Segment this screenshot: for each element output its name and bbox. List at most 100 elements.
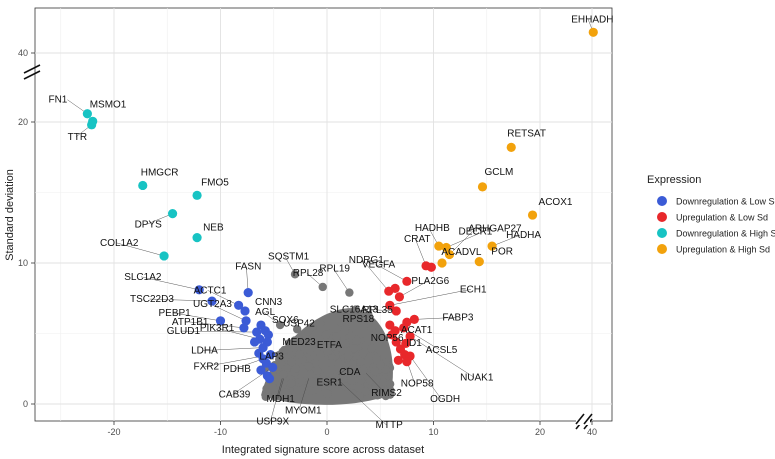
x-axis-label: Integrated signature score across datase… [222,444,424,456]
point-label-actc1: ACTC1 [194,285,227,296]
background-gene-cloud [260,308,395,405]
point-downregulation-high-sd-7 [159,251,169,261]
gene-cloud-point [280,345,289,355]
point-not-significant-14 [331,373,340,382]
point-upregulation-low-sd-20 [393,355,403,365]
point-label-fabp3: FABP3 [442,312,474,323]
point-label-ehhadh: EHHADH [571,14,613,25]
point-label-crat: CRAT [404,234,430,245]
point-downregulation-high-sd-6 [192,233,202,243]
point-upregulation-low-sd-6 [385,300,395,310]
point-not-significant-11 [327,358,336,368]
point-label-mttp: MTTP [376,420,404,431]
gene-cloud-point [323,347,332,356]
gene-cloud-point [385,379,395,389]
point-not-significant-12 [348,360,357,369]
gene-cloud-point [361,387,370,396]
point-label-agl: AGL [255,307,275,318]
point-not-significant-0 [290,270,300,279]
axis-breaks [23,64,593,430]
point-label-usp42: USP42 [283,318,315,329]
point-downregulation-low-sd-14 [249,337,260,347]
point-label-mdh1: MDH1 [267,394,296,405]
legend-title: Expression [647,174,701,186]
y-axis-break-mark [23,64,41,74]
point-not-significant-6 [292,325,302,334]
x-tick-label: -10 [214,427,227,437]
point-label-sqstm1: SQSTM1 [268,251,310,262]
x-tick-label: 20 [535,427,545,437]
point-upregulation-low-sd-1 [426,262,436,272]
point-not-significant-15 [279,370,288,379]
point-downregulation-low-sd-23 [264,374,275,384]
gene-cloud-point [338,374,347,384]
x-axis-break-mark [583,413,593,425]
point-upregulation-low-sd-15 [391,337,401,347]
leader-line-col1a2 [116,242,165,257]
gene-cloud-point [268,383,278,393]
gene-cloud-point [370,367,380,376]
point-label-glud1: GLUD1 [167,326,201,337]
point-downregulation-high-sd-5 [167,209,178,219]
leader-line-myom1 [298,374,311,411]
point-upregulation-high-sd-1 [506,142,516,152]
legend-swatch-downregulation-low-sd [657,196,667,206]
leader-line-ldha [202,347,264,351]
leader-line-dpys [145,213,173,225]
point-label-por: POR [491,247,513,258]
gene-cloud-point [312,366,322,375]
point-label-nuak1: NUAK1 [460,372,494,383]
point-upregulation-low-sd-7 [391,306,401,316]
gene-cloud-point [317,378,326,387]
legend-swatch-upregulation-low-sd [657,212,667,222]
leader-line-usp9x [270,374,284,422]
point-label-usp9x: USP9X [256,416,289,427]
point-label-fasn: FASN [235,262,261,273]
gene-cloud-point [372,354,381,364]
leader-line-decr1 [449,231,473,255]
leader-line-hadha [491,234,521,247]
point-downregulation-low-sd-17 [265,350,276,360]
point-upregulation-high-sd-2 [477,182,488,192]
gene-cloud-point [297,376,306,386]
point-label-slc16a13: SLC16A13 [330,305,379,316]
leader-line-ogdh [409,355,442,400]
point-label-lap3: LAP3 [259,351,284,362]
point-label-cnn3: CNN3 [255,297,283,308]
gene-cloud-point [334,364,344,373]
gene-cloud-point [308,337,317,346]
gene-cloud-point [355,391,364,400]
point-label-retsat: RETSAT [507,128,546,139]
point-label-cda: CDA [339,367,360,378]
point-label-ndrg1: NDRG1 [349,255,384,266]
gene-cloud-point [305,386,315,396]
point-downregulation-low-sd-11 [263,330,274,340]
gene-cloud-point [376,360,385,370]
point-label-cab39: CAB39 [219,389,251,400]
point-downregulation-low-sd-6 [215,316,226,326]
gene-cloud-point [332,332,341,341]
point-upregulation-high-sd-4 [434,241,444,251]
leader-line-ndrg1 [362,260,389,292]
gene-cloud-point [340,339,350,348]
point-upregulation-high-sd-6 [444,249,455,260]
gene-cloud-point [356,357,366,366]
point-downregulation-low-sd-0 [194,285,204,295]
point-downregulation-low-sd-20 [268,362,278,372]
leader-line-rims2 [363,370,386,394]
legend: Expression Downregulation & Low Sd Upregu… [647,174,775,255]
y-axis-label: Standard deviation [4,169,16,261]
gene-cloud-point [350,344,359,353]
point-upregulation-low-sd-8 [409,314,419,324]
gene-cloud-point [379,378,388,387]
point-label-hadha: HADHA [506,230,541,241]
gene-cloud-point [287,379,296,388]
point-label-dpys: DPYS [135,220,163,231]
leader-line-nuak1 [409,336,475,378]
point-label-arhgap27: ARHGAP27 [468,223,522,234]
point-downregulation-high-sd-0 [82,109,92,119]
leader-line-pik3r1 [216,327,260,340]
gene-cloud-point [373,391,382,400]
x-tick-label: 40 [587,427,597,437]
